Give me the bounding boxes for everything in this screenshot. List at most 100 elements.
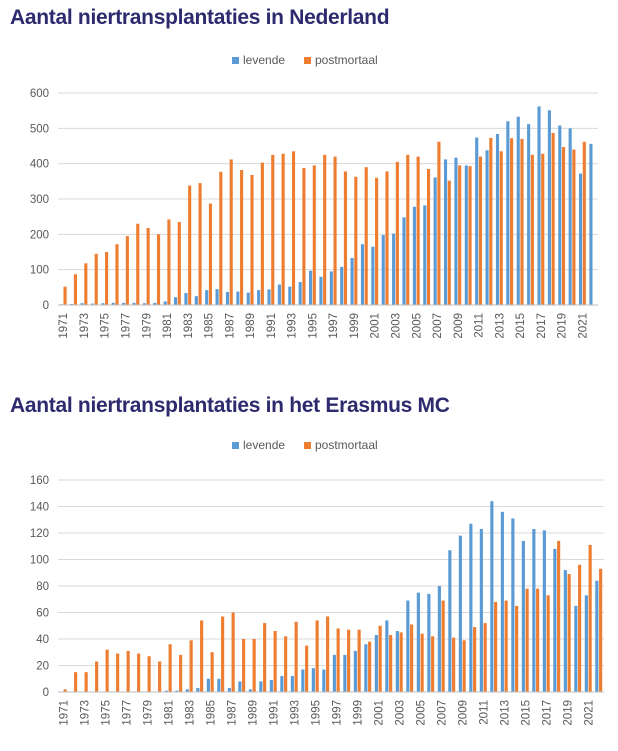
chart-erasmus-mc: Aantal niertransplantaties in het Erasmu… — [0, 388, 618, 751]
bar-levende — [464, 165, 468, 305]
legend-swatch-postmortaal — [304, 57, 311, 64]
bar-levende — [595, 580, 599, 692]
bar-levende — [122, 302, 126, 305]
x-tick-label: 1991 — [268, 700, 280, 726]
bar-levende — [542, 530, 546, 692]
y-tick-label: 80 — [36, 581, 49, 593]
x-tick-label: 1975 — [100, 313, 112, 339]
bar-levende — [205, 290, 209, 305]
bar-levende — [185, 689, 189, 692]
bar-postmortaal — [468, 166, 472, 305]
bar-levende — [537, 106, 541, 306]
bar-postmortaal — [115, 244, 119, 305]
bar-postmortaal — [551, 132, 555, 305]
bar-postmortaal — [116, 653, 120, 692]
bar-postmortaal — [462, 640, 466, 692]
x-tick-label: 2019 — [562, 700, 574, 726]
x-tick-label: 2005 — [411, 313, 423, 339]
bar-levende — [101, 303, 105, 305]
x-tick-label: 2007 — [436, 700, 448, 726]
x-tick-label: 1977 — [121, 313, 133, 339]
bar-levende — [521, 540, 525, 692]
legend-swatch-postmortaal — [304, 442, 311, 449]
bar-postmortaal — [557, 540, 561, 692]
bar-postmortaal — [294, 621, 298, 692]
bar-postmortaal — [343, 171, 348, 305]
bar-postmortaal — [291, 151, 296, 305]
bar-postmortaal — [431, 636, 435, 692]
bar-postmortaal — [189, 640, 193, 692]
bar-levende — [469, 523, 473, 692]
chart-erasmus-mc-plot: 0 20 40 60 80 100 120 140 160 1971 1973 1975 1977 197… — [30, 438, 604, 726]
bar-levende — [490, 501, 494, 692]
bar-levende — [553, 548, 557, 692]
bar-postmortaal — [315, 620, 319, 692]
bar-postmortaal — [74, 672, 78, 693]
bar-levende — [485, 150, 489, 305]
x-tick-label: 1977 — [121, 700, 133, 726]
bar-postmortaal — [410, 624, 414, 692]
bar-levende — [458, 535, 462, 692]
x-tick-label: 2015 — [520, 700, 532, 726]
bar-levende — [350, 258, 354, 305]
bar-levende — [395, 631, 399, 692]
bar-postmortaal — [305, 645, 309, 693]
bar-levende — [584, 595, 588, 692]
bar-postmortaal — [326, 616, 330, 692]
x-tick-label: 2009 — [457, 700, 469, 726]
bar-postmortaal — [105, 252, 109, 305]
bar-levende — [280, 676, 284, 692]
x-tick-label: 2001 — [370, 313, 382, 339]
bar-postmortaal — [136, 223, 140, 305]
bar-postmortaal — [368, 641, 372, 692]
x-tick-label: 1983 — [184, 700, 196, 726]
bar-postmortaal — [63, 689, 67, 692]
bar-levende — [70, 303, 74, 305]
bar-levende — [311, 668, 315, 692]
x-tick-label: 1973 — [79, 313, 91, 339]
bar-levende — [132, 302, 136, 305]
bar-levende — [381, 235, 385, 305]
chart-nederland-plot: 0 100 200 300 400 500 600 1971 1973 1975 1977 1979 1… — [30, 53, 598, 339]
bar-levende — [269, 680, 273, 692]
bar-levende — [332, 654, 336, 692]
bar-postmortaal — [478, 156, 483, 305]
bar-levende — [259, 681, 263, 692]
bar-levende — [374, 635, 378, 692]
bar-levende — [495, 133, 500, 305]
bar-postmortaal — [231, 612, 235, 692]
bar-levende — [427, 593, 431, 692]
bar-postmortaal — [578, 564, 582, 692]
bar-postmortaal — [312, 165, 316, 305]
bar-levende — [360, 244, 365, 305]
bar-postmortaal — [347, 629, 351, 692]
y-tick-label: 600 — [30, 88, 49, 100]
x-tick-label: 1983 — [183, 313, 195, 339]
bar-postmortaal — [177, 221, 181, 305]
y-tick-label: 400 — [30, 159, 49, 171]
x-tick-label: 2017 — [536, 313, 548, 339]
bar-levende — [184, 292, 188, 305]
x-tick-label: 1985 — [204, 313, 216, 339]
x-tick-label: 1975 — [100, 700, 112, 726]
bar-postmortaal — [208, 203, 213, 305]
bar-postmortaal — [420, 633, 424, 692]
y-tick-label: 20 — [36, 661, 49, 673]
bar-levende — [516, 116, 520, 305]
bar-levende — [288, 286, 292, 305]
bar-postmortaal — [572, 149, 576, 305]
bar-postmortaal — [582, 141, 586, 305]
bar-postmortaal — [483, 623, 487, 692]
bar-levende — [574, 605, 578, 693]
bar-levende — [277, 284, 281, 305]
bar-postmortaal — [385, 171, 389, 305]
bar-postmortaal — [561, 147, 566, 305]
x-tick-label: 2019 — [557, 313, 569, 339]
x-tick-label: 2001 — [373, 700, 385, 726]
x-tick-label: 1995 — [310, 700, 322, 726]
bar-levende — [111, 302, 115, 305]
bar-postmortaal — [510, 138, 514, 305]
x-tick-label: 1989 — [245, 313, 257, 339]
bar-postmortaal — [515, 605, 519, 693]
bar-postmortaal — [260, 162, 264, 305]
